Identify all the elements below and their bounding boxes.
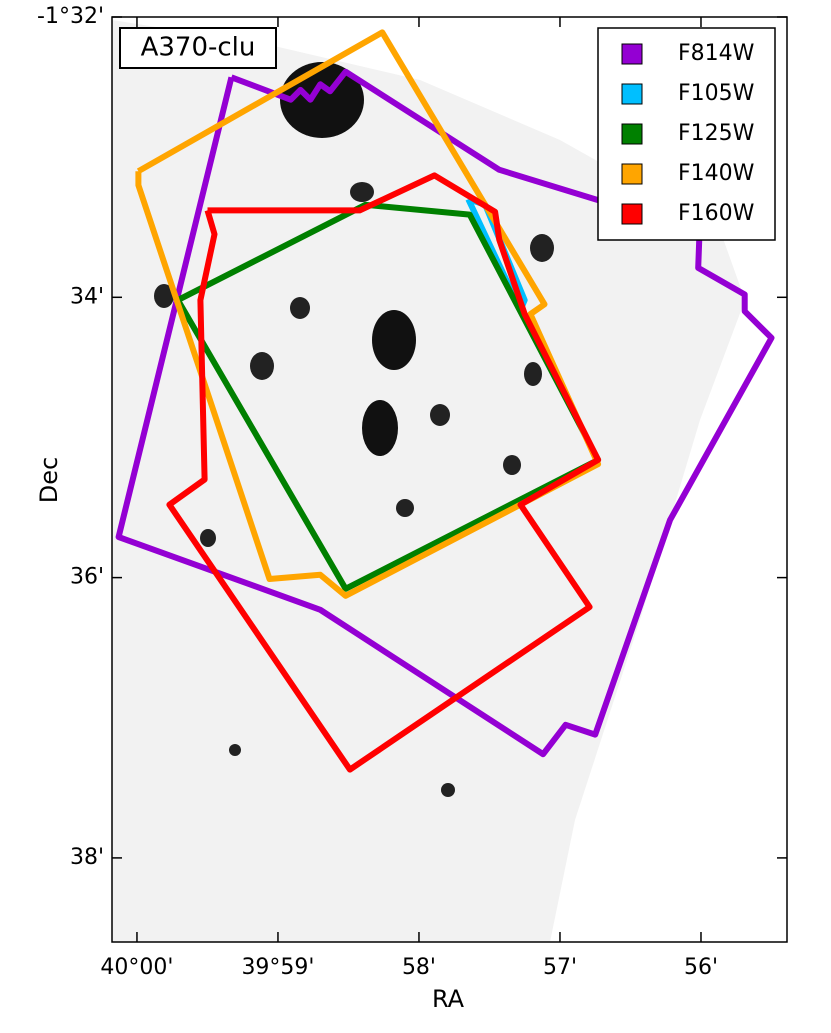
galaxy (530, 234, 554, 262)
legend-swatch (621, 123, 643, 145)
y-tick-label: -1°32' (37, 4, 104, 29)
legend-label: F814W (678, 41, 755, 66)
label-box (119, 27, 277, 69)
galaxy (154, 284, 174, 308)
galaxy (250, 352, 274, 380)
legend-label: F140W (678, 161, 755, 186)
x-tick-label: 57' (543, 955, 577, 980)
galaxy (503, 455, 521, 475)
galaxy (290, 297, 310, 319)
legend-swatch (621, 203, 643, 225)
galaxy (396, 499, 414, 517)
x-tick-label: 39°59' (241, 955, 314, 980)
x-tick-label: 40°00' (100, 955, 173, 980)
y-tick-label: 34' (70, 284, 104, 309)
y-tick-label: 38' (70, 845, 104, 870)
y-tick-label: 36' (70, 565, 104, 590)
footprint-outline (166, 172, 602, 773)
galaxy (430, 404, 450, 426)
x-tick-label: 58' (402, 955, 436, 980)
galaxy (524, 362, 542, 386)
legend-swatch (621, 83, 643, 105)
legend-swatch (621, 43, 643, 65)
x-tick-label: 56' (684, 955, 718, 980)
x-axis-label: RA (432, 985, 465, 1013)
galaxy (229, 744, 241, 756)
plot-frame (111, 16, 788, 943)
legend-label: F125W (678, 121, 755, 146)
legend-label: F160W (678, 201, 755, 226)
galaxy (350, 182, 374, 202)
legend-label: F105W (678, 81, 755, 106)
footprint-outline (115, 68, 775, 758)
galaxy (372, 310, 416, 370)
galaxy (200, 529, 216, 547)
y-axis-label: Dec (35, 457, 63, 503)
legend-swatch (621, 163, 643, 185)
galaxy (441, 783, 455, 797)
field-label: A370-clu (141, 33, 256, 63)
galaxy (362, 400, 398, 456)
